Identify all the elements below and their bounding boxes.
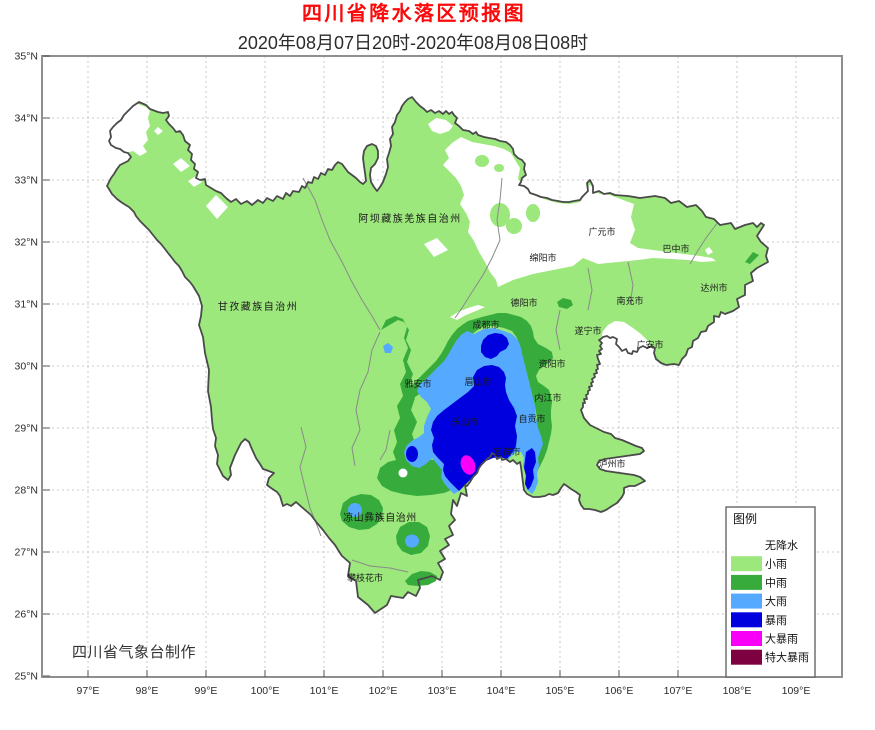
svg-text:遂宁市: 遂宁市 xyxy=(574,325,601,336)
svg-text:图例: 图例 xyxy=(733,512,757,526)
svg-text:暴雨: 暴雨 xyxy=(765,614,787,627)
svg-text:宜宾市: 宜宾市 xyxy=(493,446,520,457)
svg-text:四川省气象台制作: 四川省气象台制作 xyxy=(72,644,196,661)
svg-text:资阳市: 资阳市 xyxy=(538,358,565,369)
svg-text:35°N: 35°N xyxy=(15,51,38,63)
svg-text:巴中市: 巴中市 xyxy=(662,243,689,254)
svg-text:广元市: 广元市 xyxy=(588,226,615,237)
svg-text:攀枝花市: 攀枝花市 xyxy=(347,572,383,583)
svg-text:100°E: 100°E xyxy=(251,685,280,697)
svg-text:达州市: 达州市 xyxy=(700,282,727,293)
svg-text:29°N: 29°N xyxy=(15,423,38,435)
svg-text:99°E: 99°E xyxy=(195,685,218,697)
svg-text:97°E: 97°E xyxy=(77,685,100,697)
svg-text:内江市: 内江市 xyxy=(534,392,561,403)
svg-text:大暴雨: 大暴雨 xyxy=(765,632,798,646)
svg-text:108°E: 108°E xyxy=(723,685,752,697)
svg-text:自贡市: 自贡市 xyxy=(518,413,545,424)
svg-text:25°N: 25°N xyxy=(15,671,38,683)
svg-text:无降水: 无降水 xyxy=(765,538,798,552)
svg-text:眉山市: 眉山市 xyxy=(464,376,491,387)
svg-text:102°E: 102°E xyxy=(369,685,398,697)
svg-text:小雨: 小雨 xyxy=(765,558,787,571)
svg-text:31°N: 31°N xyxy=(15,299,38,311)
svg-text:26°N: 26°N xyxy=(15,609,38,621)
svg-text:103°E: 103°E xyxy=(428,685,457,697)
svg-text:成都市: 成都市 xyxy=(472,319,499,330)
svg-text:105°E: 105°E xyxy=(546,685,575,697)
svg-text:大雨: 大雨 xyxy=(765,594,787,608)
svg-text:泸州市: 泸州市 xyxy=(598,458,625,469)
svg-text:中雨: 中雨 xyxy=(765,576,787,589)
svg-text:乐山市: 乐山市 xyxy=(451,416,478,427)
svg-text:106°E: 106°E xyxy=(605,685,634,697)
svg-text:特大暴雨: 特大暴雨 xyxy=(765,650,809,664)
svg-text:30°N: 30°N xyxy=(15,361,38,373)
svg-text:绵阳市: 绵阳市 xyxy=(529,252,556,263)
svg-text:雅安市: 雅安市 xyxy=(404,378,431,389)
svg-text:27°N: 27°N xyxy=(15,547,38,559)
svg-text:32°N: 32°N xyxy=(15,237,38,249)
svg-text:98°E: 98°E xyxy=(136,685,159,697)
svg-text:107°E: 107°E xyxy=(664,685,693,697)
svg-text:德阳市: 德阳市 xyxy=(510,297,537,308)
svg-text:阿坝藏族羌族自治州: 阿坝藏族羌族自治州 xyxy=(358,212,462,225)
svg-text:凉山彝族自治州: 凉山彝族自治州 xyxy=(343,511,417,524)
svg-text:104°E: 104°E xyxy=(487,685,516,697)
svg-text:广安市: 广安市 xyxy=(636,339,663,350)
svg-text:2020年08月07日20时-2020年08月08日08时: 2020年08月07日20时-2020年08月08日08时 xyxy=(238,33,588,53)
svg-text:109°E: 109°E xyxy=(782,685,811,697)
svg-text:四川省降水落区预报图: 四川省降水落区预报图 xyxy=(302,1,526,25)
svg-text:甘孜藏族自治州: 甘孜藏族自治州 xyxy=(218,300,299,313)
svg-text:南充市: 南充市 xyxy=(616,295,643,306)
svg-text:101°E: 101°E xyxy=(310,685,339,697)
svg-text:28°N: 28°N xyxy=(15,485,38,497)
svg-text:33°N: 33°N xyxy=(15,175,38,187)
svg-text:34°N: 34°N xyxy=(15,113,38,125)
